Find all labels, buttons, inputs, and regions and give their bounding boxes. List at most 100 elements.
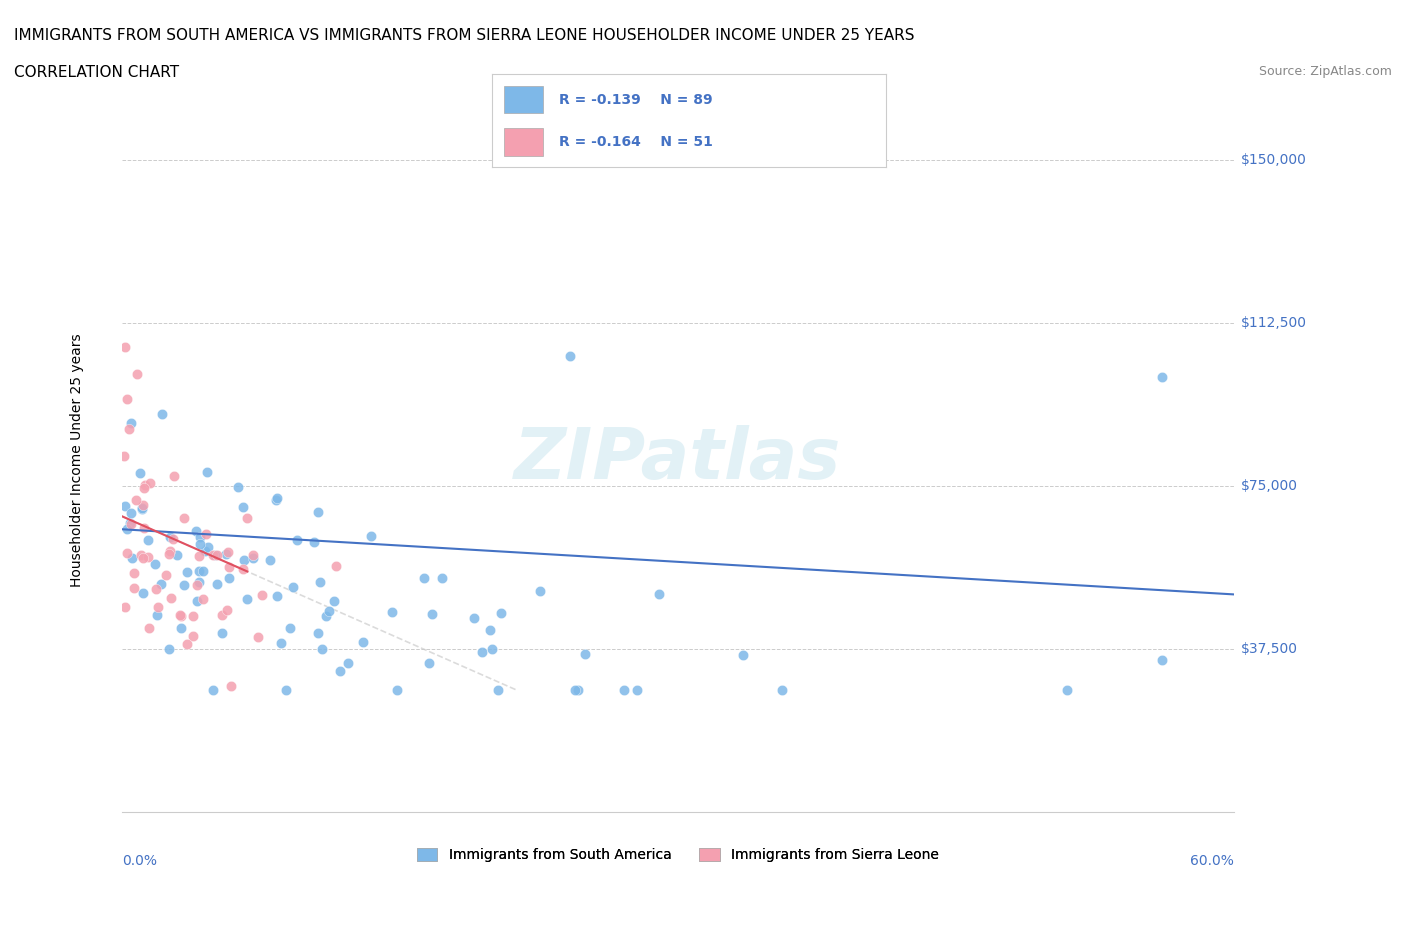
Text: $37,500: $37,500	[1240, 642, 1298, 656]
Text: Householder Income Under 25 years: Householder Income Under 25 years	[70, 333, 84, 587]
Text: R = -0.164    N = 51: R = -0.164 N = 51	[560, 135, 713, 150]
Point	[233, 553, 256, 568]
Point	[131, 500, 153, 515]
Point	[612, 683, 634, 698]
Point	[176, 637, 198, 652]
Point	[232, 562, 254, 577]
Point	[128, 466, 150, 481]
Point	[322, 593, 344, 608]
Point	[1150, 652, 1173, 667]
Text: $112,500: $112,500	[1240, 316, 1306, 330]
Text: ZIPatlas: ZIPatlas	[515, 425, 841, 494]
Point	[157, 547, 180, 562]
Point	[302, 535, 325, 550]
Point	[173, 578, 195, 593]
Point	[281, 579, 304, 594]
Point	[385, 683, 408, 698]
Point	[236, 591, 259, 606]
Point	[211, 626, 233, 641]
Point	[318, 604, 340, 618]
Point	[118, 422, 141, 437]
Point	[308, 575, 330, 590]
Point	[115, 392, 138, 406]
Point	[564, 683, 586, 698]
Point	[285, 533, 308, 548]
Point	[122, 565, 145, 580]
Point	[173, 511, 195, 525]
Point	[169, 607, 191, 622]
FancyBboxPatch shape	[503, 128, 543, 156]
Point	[120, 517, 142, 532]
Point	[491, 605, 513, 620]
Text: Source: ZipAtlas.com: Source: ZipAtlas.com	[1258, 65, 1392, 78]
Point	[136, 532, 159, 547]
Point	[134, 478, 156, 493]
Point	[187, 564, 209, 578]
Point	[157, 642, 180, 657]
Point	[266, 493, 288, 508]
Point	[413, 570, 436, 585]
Point	[205, 548, 228, 563]
Point	[160, 591, 183, 605]
Point	[188, 536, 211, 551]
Point	[163, 469, 186, 484]
Point	[250, 588, 273, 603]
Point	[471, 644, 494, 659]
Point	[170, 620, 193, 635]
Point	[315, 609, 337, 624]
Point	[187, 549, 209, 564]
Point	[184, 524, 207, 538]
Point	[125, 492, 148, 507]
Point	[352, 634, 374, 649]
Point	[567, 683, 589, 698]
Point	[188, 529, 211, 544]
Point	[134, 520, 156, 535]
Point	[560, 348, 582, 363]
Point	[132, 498, 155, 512]
Point	[236, 512, 259, 526]
Point	[146, 599, 169, 614]
Point	[1056, 683, 1078, 698]
Point	[150, 406, 173, 421]
Point	[187, 575, 209, 590]
Legend: Immigrants from South America, Immigrants from Sierra Leone: Immigrants from South America, Immigrant…	[411, 843, 945, 868]
Point	[193, 564, 215, 578]
Point	[278, 620, 301, 635]
Point	[146, 607, 169, 622]
Point	[420, 606, 443, 621]
Point	[733, 647, 755, 662]
Point	[307, 504, 329, 519]
Point	[186, 578, 208, 592]
Text: 0.0%: 0.0%	[122, 854, 157, 868]
Point	[217, 545, 239, 560]
Point	[194, 543, 217, 558]
Point	[138, 550, 160, 565]
Point	[138, 620, 160, 635]
Point	[247, 630, 270, 644]
Point	[218, 570, 240, 585]
Point	[201, 548, 224, 563]
Point	[1402, 543, 1406, 558]
FancyBboxPatch shape	[503, 86, 543, 113]
Point	[131, 502, 153, 517]
Point	[486, 683, 509, 698]
Point	[1150, 370, 1173, 385]
Point	[139, 475, 162, 490]
Text: IMMIGRANTS FROM SOUTH AMERICA VS IMMIGRANTS FROM SIERRA LEONE HOUSEHOLDER INCOME: IMMIGRANTS FROM SOUTH AMERICA VS IMMIGRA…	[14, 28, 914, 43]
Point	[311, 642, 333, 657]
Point	[626, 683, 648, 698]
Point	[186, 593, 208, 608]
Point	[217, 603, 239, 618]
Point	[131, 548, 153, 563]
Point	[114, 600, 136, 615]
Point	[226, 479, 249, 494]
Point	[114, 498, 136, 513]
Point	[574, 647, 596, 662]
Point	[266, 490, 288, 505]
Point	[120, 505, 142, 520]
Point	[149, 577, 172, 591]
Text: CORRELATION CHART: CORRELATION CHART	[14, 65, 179, 80]
Point	[143, 557, 166, 572]
Point	[195, 464, 218, 479]
Point	[193, 592, 215, 607]
